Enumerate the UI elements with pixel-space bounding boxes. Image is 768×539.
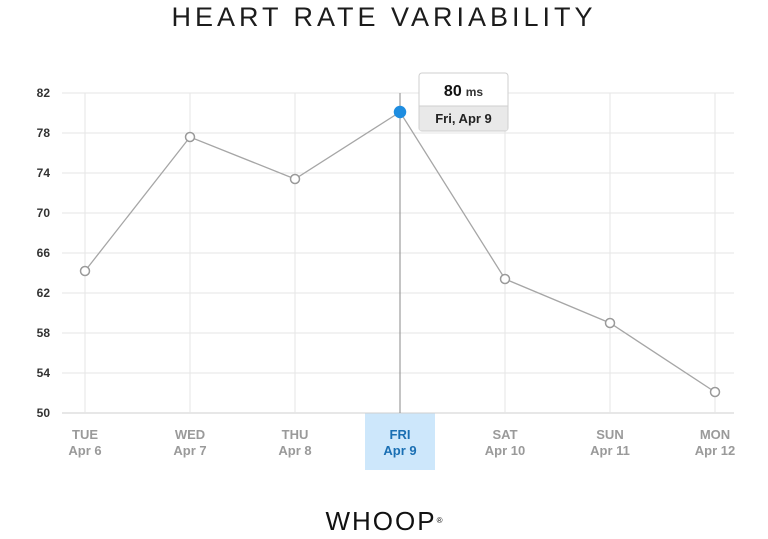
y-tick-label: 70 [37,206,51,220]
data-point[interactable] [709,386,721,398]
data-point[interactable] [79,265,91,277]
y-tick-label: 50 [37,406,51,420]
y-tick-label: 78 [37,126,51,140]
x-tick-date: Apr 9 [383,443,416,458]
x-tick-date: Apr 7 [173,443,206,458]
x-tick-day: SUN [596,427,623,442]
tooltip: 80 ms Fri, Apr 9 [418,72,509,132]
x-tick-date: Apr 6 [68,443,101,458]
x-tick-day: THU [282,427,309,442]
x-tick-day: TUE [72,427,98,442]
x-tick-date: Apr 8 [278,443,311,458]
x-tick-date: Apr 12 [695,443,735,458]
y-tick-label: 58 [37,326,51,340]
logo-text: WHOOP [325,506,437,536]
whoop-logo: WHOOP® [0,503,768,539]
y-tick-label: 82 [37,86,51,100]
highlight-band [365,413,435,470]
y-tick-label: 66 [37,246,51,260]
chart-title: HEART RATE VARIABILITY [171,2,597,32]
x-tick-date: Apr 10 [485,443,525,458]
data-point[interactable] [289,173,301,185]
x-tick-day: WED [175,427,205,442]
data-point[interactable] [184,131,196,143]
tooltip-value: 80 ms [444,83,483,100]
x-tick-day: SAT [492,427,517,442]
y-tick-label: 54 [37,366,51,380]
data-point[interactable] [499,273,511,285]
tooltip-date: Fri, Apr 9 [435,111,492,126]
data-point[interactable] [604,317,616,329]
y-tick-label: 62 [37,286,51,300]
tooltip-date-bg [419,106,508,131]
y-tick-label: 74 [37,166,51,180]
logo-mark: ® [436,516,443,525]
x-tick-day: FRI [390,427,411,442]
x-tick-day: MON [700,427,730,442]
highlighted-data-point[interactable] [393,105,407,119]
x-tick-date: Apr 11 [590,443,630,458]
